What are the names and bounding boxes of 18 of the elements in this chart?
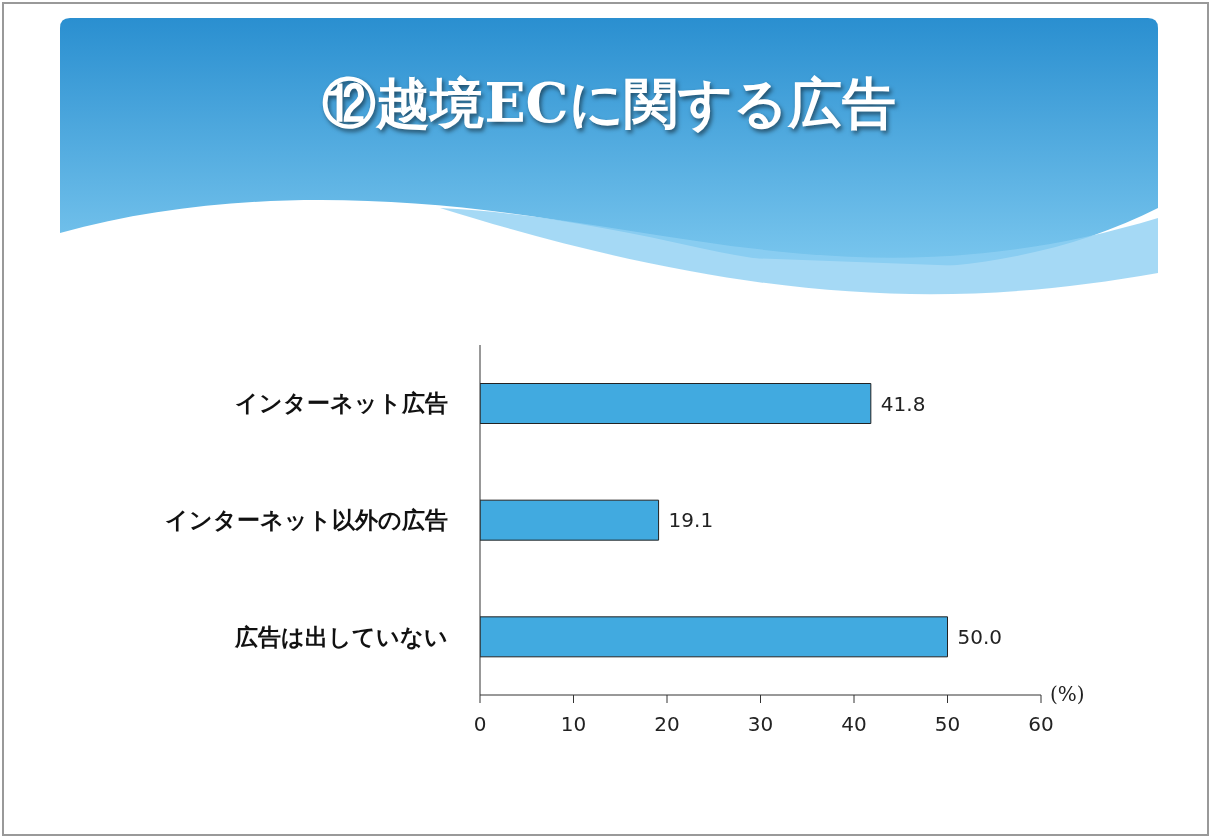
x-tick-label: 0 <box>473 712 487 737</box>
x-axis-title: (%) <box>1050 682 1085 706</box>
y-tick-label: 広告は出していない <box>234 623 448 650</box>
x-tick-label: 20 <box>654 712 680 737</box>
bar <box>480 499 660 541</box>
x-tick-label: 50 <box>934 712 961 737</box>
x-tick-label: 10 <box>560 712 587 737</box>
data-label: 41.8 <box>880 391 926 416</box>
chart-title: ⑫越境ECに関する広告 <box>321 70 897 137</box>
bar <box>480 383 872 424</box>
y-tick-label: インターネット広告 <box>235 390 448 417</box>
bar <box>480 616 948 658</box>
x-tick-label: 60 <box>1028 712 1054 737</box>
data-label: 19.1 <box>668 508 714 533</box>
x-tick-label: 30 <box>747 712 774 737</box>
data-label: 50.0 <box>957 624 1003 649</box>
x-tick-label: 40 <box>841 712 867 737</box>
y-tick-label: インターネット以外の広告 <box>165 507 448 534</box>
